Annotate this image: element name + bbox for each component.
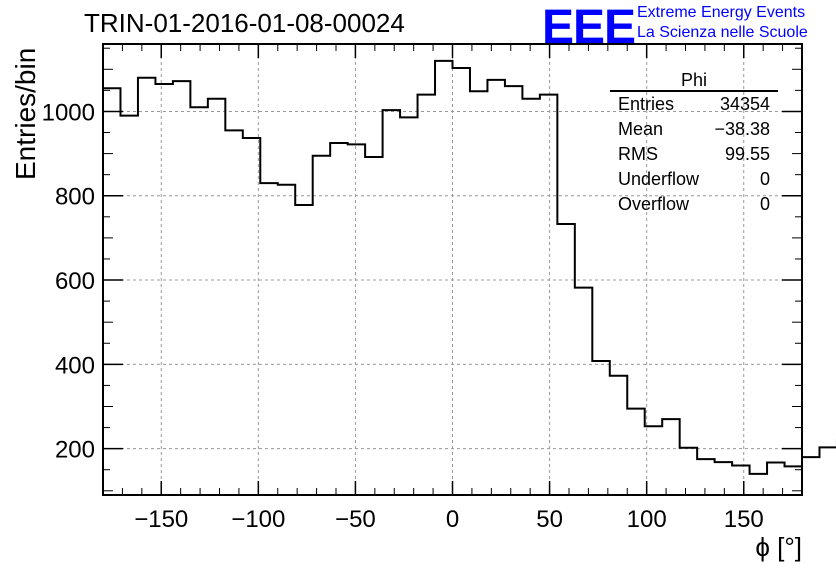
histogram-series [103, 59, 836, 475]
stats-row-underflow: Underflow 0 [610, 167, 778, 192]
y-tick-label: 800 [55, 184, 95, 211]
y-tick-label: 400 [55, 352, 95, 379]
stats-row-mean: Mean −38.38 [610, 117, 778, 142]
chart-title: TRIN-01-2016-01-08-00024 [84, 8, 405, 38]
stats-value: 99.55 [724, 144, 770, 164]
stats-label: Overflow [618, 194, 690, 214]
stats-label: Underflow [618, 169, 700, 189]
y-tick-label: 200 [55, 437, 95, 464]
x-tick-label: −150 [134, 506, 188, 533]
stats-value: 34354 [719, 94, 770, 114]
stats-value: 0 [759, 194, 770, 214]
x-tick-label: 150 [724, 506, 764, 533]
stats-label: Mean [618, 119, 664, 139]
x-tick-label: 50 [536, 506, 563, 533]
stats-title: Phi [610, 70, 778, 92]
stats-value: 0 [759, 169, 770, 189]
x-tick-label: 100 [627, 506, 667, 533]
stats-row-rms: RMS 99.55 [610, 142, 778, 167]
stats-label: Entries [618, 94, 675, 114]
y-axis-label: Entries/bin [10, 47, 41, 180]
stats-label: RMS [618, 144, 658, 164]
stats-row-entries: Entries 34354 [610, 92, 778, 117]
axes: −150 −100 −50 0 50 100 150 200 400 600 800 1000 [42, 44, 802, 533]
x-axis-label: ϕ [°] [755, 532, 802, 562]
x-tick-label: 0 [446, 506, 459, 533]
y-tick-label: 1000 [42, 99, 95, 126]
stats-value: −38.38 [714, 119, 770, 139]
logo-line-2: La Scienza nelle Scuole [637, 24, 808, 41]
logo-line-1: Extreme Energy Events [637, 4, 806, 21]
y-tick-label: 600 [55, 268, 95, 295]
x-tick-label: −50 [335, 506, 376, 533]
eee-logo: EEE [542, 1, 636, 54]
x-tick-label: −100 [231, 506, 285, 533]
stats-row-overflow: Overflow 0 [610, 192, 778, 217]
stats-box: Phi Entries 34354 Mean −38.38 RMS 99.55 … [610, 70, 778, 217]
